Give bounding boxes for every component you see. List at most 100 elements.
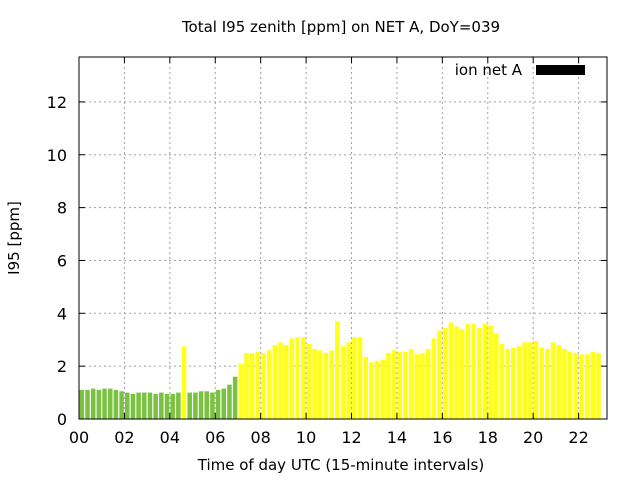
bar (380, 359, 386, 419)
legend: ion net A (455, 61, 585, 79)
bar (357, 337, 363, 419)
x-tick-label: 16 (432, 428, 452, 447)
bar (124, 392, 130, 419)
bar (249, 352, 255, 419)
bar (340, 346, 346, 419)
bar (420, 352, 425, 419)
y-tick-label: 4 (57, 304, 67, 323)
bar (244, 352, 249, 419)
bar (289, 338, 295, 419)
bar (96, 389, 102, 419)
bar (528, 342, 533, 419)
bar (204, 391, 210, 419)
bar (159, 392, 164, 419)
x-tick-label: 14 (387, 428, 407, 447)
bar (476, 327, 482, 419)
bar (255, 351, 261, 419)
bar (335, 321, 340, 419)
bar (590, 351, 596, 419)
y-axis-label: I95 [ppm] (5, 201, 23, 275)
bar (312, 348, 317, 419)
x-tick-label: 10 (296, 428, 316, 447)
bar (545, 348, 550, 419)
bar (471, 323, 476, 419)
bar (329, 350, 334, 419)
x-tick-label: 00 (69, 428, 89, 447)
bar (522, 342, 527, 419)
bar (300, 337, 306, 419)
bar (386, 352, 391, 419)
bar (369, 362, 374, 419)
bar (414, 354, 420, 419)
bar (499, 343, 505, 419)
bar (187, 392, 192, 419)
x-tick-label: 08 (250, 428, 270, 447)
bar (153, 393, 158, 419)
bar (323, 352, 329, 419)
plot-frame (78, 56, 608, 420)
bar (573, 352, 579, 419)
x-tick-labels: 00 02 04 06 08 10 12 14 16 18 20 22 (69, 428, 589, 447)
bar (221, 388, 227, 419)
x-tick-label: 06 (205, 428, 225, 447)
bar (238, 363, 244, 419)
bar (266, 350, 272, 419)
bar (465, 323, 471, 419)
y-tick-label: 0 (57, 410, 67, 429)
bar (119, 391, 124, 419)
bar (142, 392, 147, 419)
bar (176, 392, 181, 419)
bar (215, 389, 221, 419)
bar (79, 389, 85, 419)
bar (210, 392, 215, 419)
y-tick-label: 2 (57, 357, 67, 376)
bar (431, 338, 437, 419)
x-tick-label: 04 (160, 428, 180, 447)
x-tick-label: 02 (114, 428, 134, 447)
y-tick-label: 8 (57, 199, 67, 218)
legend-label: ion net A (455, 61, 523, 79)
bar (147, 392, 153, 419)
bar (346, 342, 351, 419)
bar (102, 388, 107, 419)
bar (550, 342, 556, 419)
bar (232, 376, 238, 419)
bar (494, 333, 499, 419)
y-tick-labels: 0 2 4 6 8 10 12 (47, 93, 67, 429)
bar (482, 323, 488, 419)
axis-ticks (78, 57, 607, 420)
bar (113, 389, 119, 419)
bar (391, 350, 397, 419)
bar (306, 343, 312, 419)
bar (567, 351, 573, 419)
bars (79, 321, 601, 419)
x-tick-label: 22 (568, 428, 588, 447)
bar (397, 351, 403, 419)
bar (442, 327, 448, 419)
bar (448, 322, 454, 419)
bar (85, 389, 90, 419)
bar (505, 348, 510, 419)
y-tick-label: 6 (57, 251, 67, 270)
chart-title: Total I95 zenith [ppm] on NET A, DoY=039 (181, 18, 500, 36)
x-tick-label: 20 (523, 428, 543, 447)
y-tick-label: 12 (47, 93, 67, 112)
bar (193, 392, 198, 419)
bar (533, 341, 539, 419)
bar (596, 352, 601, 419)
bar (107, 388, 113, 419)
bar (584, 354, 590, 419)
bar (579, 354, 584, 419)
bar (181, 346, 187, 419)
bar (454, 326, 459, 419)
y-tick-label: 10 (47, 146, 67, 165)
bar (318, 350, 323, 419)
bar (488, 325, 493, 419)
bar (459, 329, 465, 419)
bar (90, 388, 96, 419)
bar (261, 352, 266, 419)
bar (278, 342, 283, 419)
bar (539, 347, 544, 419)
bar (283, 345, 289, 419)
